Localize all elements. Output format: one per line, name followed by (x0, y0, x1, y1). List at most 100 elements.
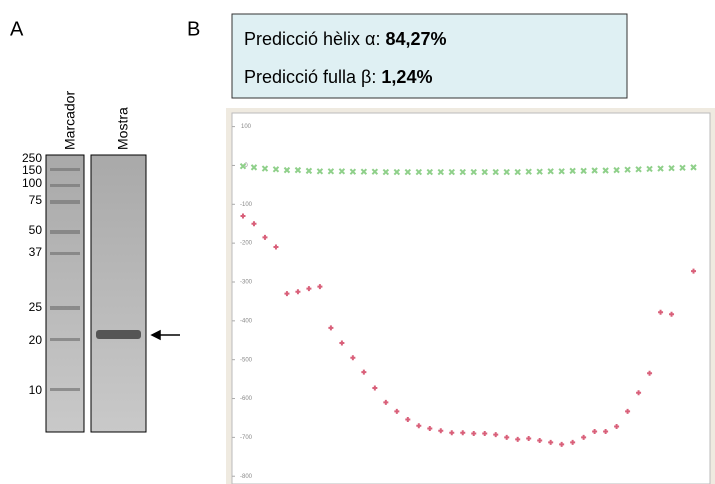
point (459, 168, 466, 176)
marker-label: 37 (29, 245, 43, 259)
point (481, 168, 488, 176)
y-tick-label: -800 (240, 474, 253, 480)
point (690, 164, 697, 171)
point (580, 167, 587, 175)
y-tick-label: -400 (240, 318, 253, 324)
y-tick-label: -600 (240, 396, 253, 402)
point (613, 166, 620, 174)
marker-label: 150 (22, 163, 42, 177)
y-tick-label: 0 (244, 163, 248, 169)
point (306, 286, 312, 292)
point (294, 166, 302, 174)
point (240, 213, 246, 219)
point (416, 423, 422, 429)
lane-label: Marcador (62, 91, 78, 150)
y-tick-label: 100 (241, 124, 252, 130)
y-tick-label: -700 (240, 435, 253, 441)
marker-label: 25 (29, 300, 43, 314)
point (691, 268, 697, 274)
point (339, 340, 345, 346)
y-tick-label: -200 (240, 241, 253, 247)
point (262, 234, 268, 240)
point (482, 430, 488, 436)
point (405, 417, 411, 423)
point (526, 436, 532, 442)
point (658, 309, 664, 315)
point (536, 168, 543, 175)
point (371, 168, 379, 175)
helix-text: Predicció hèlix α: 84,27% (244, 29, 447, 49)
y-tick-label: -100 (240, 202, 253, 208)
gel-lane (90, 154, 147, 433)
marker-label: 50 (29, 223, 43, 237)
point (327, 168, 335, 175)
point (669, 311, 675, 317)
point (427, 425, 433, 431)
point (515, 436, 521, 442)
helix-label: Predicció hèlix α: (244, 29, 385, 49)
point (426, 168, 434, 176)
sheet-value: 1,24% (381, 67, 432, 87)
point (393, 168, 401, 176)
point (581, 434, 587, 440)
point (537, 437, 543, 443)
point (449, 430, 455, 436)
point (273, 244, 279, 250)
point (657, 165, 664, 172)
point (603, 429, 609, 435)
point (284, 291, 290, 297)
point (591, 167, 598, 174)
point (547, 168, 554, 175)
y-tick-label: -300 (240, 280, 253, 286)
helix-value: 84,27% (385, 29, 446, 49)
prediction-box (231, 13, 628, 99)
point (504, 434, 510, 440)
point (328, 325, 334, 331)
point (349, 168, 357, 175)
point (624, 166, 631, 173)
point (283, 166, 291, 174)
point (647, 370, 653, 376)
point (383, 399, 389, 405)
point (382, 168, 390, 176)
point (635, 166, 642, 173)
point (438, 428, 444, 434)
plot-area (231, 112, 711, 484)
y-tick-label: -500 (240, 357, 253, 363)
point (470, 168, 477, 176)
point (394, 408, 400, 414)
point (317, 284, 323, 290)
point (525, 168, 532, 175)
sheet-text: Predicció fulla β: 1,24% (244, 67, 432, 87)
panel-label: A (10, 18, 24, 40)
point (514, 168, 521, 176)
point (361, 369, 367, 375)
arrow (150, 329, 180, 341)
point (415, 168, 423, 176)
point (437, 168, 444, 176)
panel-label: B (187, 18, 200, 40)
point (503, 168, 510, 176)
lane-label: Mostra (115, 107, 131, 150)
point (272, 166, 280, 173)
point (668, 164, 675, 172)
marker-label: 100 (22, 176, 42, 190)
point (239, 163, 247, 170)
point (559, 441, 565, 447)
marker-label: 75 (29, 193, 43, 207)
point (251, 221, 257, 227)
point (646, 165, 653, 173)
point (250, 164, 258, 171)
point (338, 168, 346, 175)
point (492, 168, 499, 176)
point (316, 168, 324, 175)
point (569, 167, 576, 175)
point (360, 168, 368, 175)
point (350, 355, 356, 361)
point (404, 168, 412, 176)
sheet-label: Predicció fulla β: (244, 67, 381, 87)
point (460, 430, 466, 436)
point (471, 430, 477, 436)
point (614, 424, 620, 430)
marker-label: 250 (22, 151, 42, 165)
